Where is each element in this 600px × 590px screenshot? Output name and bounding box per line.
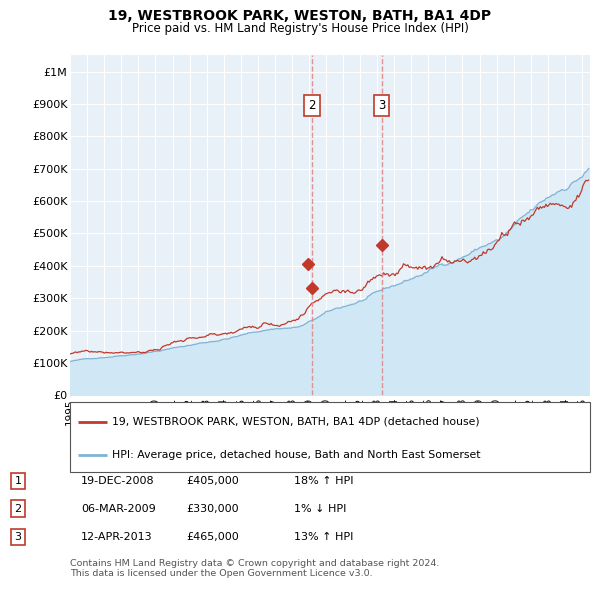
Text: Contains HM Land Registry data © Crown copyright and database right 2024.: Contains HM Land Registry data © Crown c… (70, 559, 440, 568)
Text: 06-MAR-2009: 06-MAR-2009 (81, 504, 156, 513)
Text: 3: 3 (378, 99, 386, 112)
Text: 19, WESTBROOK PARK, WESTON, BATH, BA1 4DP (detached house): 19, WESTBROOK PARK, WESTON, BATH, BA1 4D… (112, 417, 479, 427)
Text: £330,000: £330,000 (186, 504, 239, 513)
Text: 13% ↑ HPI: 13% ↑ HPI (294, 532, 353, 542)
Text: £405,000: £405,000 (186, 476, 239, 486)
Text: 19-DEC-2008: 19-DEC-2008 (81, 476, 155, 486)
Text: 2: 2 (14, 504, 22, 513)
Text: 12-APR-2013: 12-APR-2013 (81, 532, 152, 542)
Text: HPI: Average price, detached house, Bath and North East Somerset: HPI: Average price, detached house, Bath… (112, 450, 481, 460)
Text: 19, WESTBROOK PARK, WESTON, BATH, BA1 4DP: 19, WESTBROOK PARK, WESTON, BATH, BA1 4D… (109, 9, 491, 23)
Text: 1: 1 (14, 476, 22, 486)
FancyBboxPatch shape (70, 402, 590, 472)
Text: 3: 3 (14, 532, 22, 542)
Text: Price paid vs. HM Land Registry's House Price Index (HPI): Price paid vs. HM Land Registry's House … (131, 22, 469, 35)
Text: This data is licensed under the Open Government Licence v3.0.: This data is licensed under the Open Gov… (70, 569, 373, 578)
Text: 1% ↓ HPI: 1% ↓ HPI (294, 504, 346, 513)
Text: 18% ↑ HPI: 18% ↑ HPI (294, 476, 353, 486)
Text: £465,000: £465,000 (186, 532, 239, 542)
Text: 2: 2 (308, 99, 316, 112)
